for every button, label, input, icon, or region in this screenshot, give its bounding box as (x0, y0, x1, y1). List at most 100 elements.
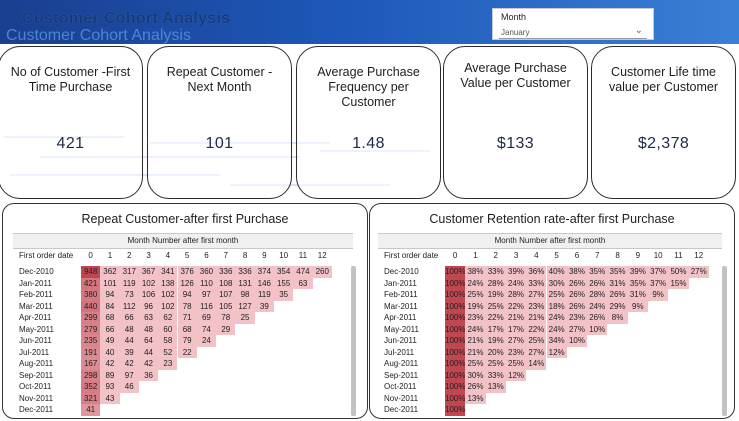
row-header-label[interactable]: First order date (384, 251, 439, 260)
matrix-cell: 35% (587, 266, 608, 278)
matrix-cell (648, 393, 668, 405)
matrix-cell: 24% (465, 323, 486, 335)
matrix-cell: 24% (546, 312, 567, 324)
cohort-label: Dec-2010 (19, 267, 54, 276)
matrix-cell: 36 (138, 369, 159, 381)
matrix-cell: 24% (587, 300, 608, 312)
cohort-label: Oct-2011 (384, 382, 417, 391)
month-slicer-value[interactable]: January (501, 28, 530, 37)
matrix-cell (648, 404, 668, 416)
matrix-cell: 100% (445, 358, 466, 370)
matrix-cell (197, 358, 216, 370)
matrix-cell (567, 404, 587, 416)
matrix-cell (274, 404, 293, 416)
matrix-cell (648, 381, 668, 393)
matrix-cell: 97 (196, 289, 217, 301)
matrix-cell: 94 (177, 289, 197, 301)
table-row: Nov-2011 100% 13% (384, 392, 720, 405)
month-slicer[interactable]: Month January ⌄ (492, 8, 654, 40)
kpi-card-purchase-value: Average Purchase Value per Customer $133 (443, 46, 588, 199)
table-row: Jun-2011 235 49 44 64 58 79 24 (19, 335, 349, 347)
matrix-cell: 71 (177, 312, 197, 324)
chevron-down-icon[interactable]: ⌄ (634, 25, 643, 36)
row-header-label[interactable]: First order date (19, 251, 74, 260)
matrix-cell (216, 404, 235, 416)
column-number: 7 (595, 251, 600, 260)
table-row: Dec-2011 41 (19, 404, 349, 416)
matrix-cell (139, 404, 158, 416)
matrix-cell: 25% (546, 289, 567, 301)
column-number: 10 (279, 251, 289, 260)
matrix-cell: 39% (627, 266, 648, 278)
matrix-cell: 25% (526, 335, 547, 347)
matrix-cell: 102 (138, 277, 159, 289)
matrix-cell: 21% (465, 346, 486, 358)
matrix-cell: 15% (668, 277, 689, 289)
matrix-cell (526, 370, 546, 382)
cohort-label: Jan-2011 (19, 278, 52, 288)
matrix-cell (607, 358, 627, 370)
matrix-cell (607, 324, 627, 336)
kpi-title: No of Customer -First Time Purchase (10, 65, 131, 94)
vertical-scrollbar[interactable] (351, 266, 356, 416)
matrix-cell: 100% (445, 381, 466, 393)
column-number: 12 (317, 251, 327, 260)
matrix-cell: 21% (465, 335, 486, 347)
matrix-cell (235, 358, 254, 370)
table-row: Aug-2011 167 42 42 42 23 (19, 358, 349, 370)
table-row: Apr-2011 299 68 66 63 62 71 69 78 25 (19, 312, 349, 324)
matrix-cell: 26% (587, 277, 608, 289)
matrix-cell (465, 404, 485, 416)
matrix-cell (274, 324, 293, 336)
matrix-cell (689, 335, 709, 347)
matrix-cell (648, 301, 668, 313)
matrix-cell: 100% (445, 323, 466, 335)
cohort-label: Nov-2011 (384, 393, 419, 403)
column-header-banner: Month Number after first month (13, 233, 353, 249)
table-row: Oct-2011 100% 26% 13% (384, 381, 720, 393)
cohort-label: Oct-2011 (19, 382, 52, 391)
matrix-cell (255, 358, 274, 370)
matrix-cell (255, 335, 274, 347)
matrix-cell (293, 404, 312, 416)
matrix-cell (197, 370, 216, 382)
matrix-cell (313, 381, 332, 393)
matrix-cell: 27% (566, 323, 588, 335)
matrix-cell (628, 393, 648, 405)
column-number: 5 (184, 251, 190, 260)
matrix-cell (648, 335, 668, 347)
kpi-value: 421 (56, 135, 85, 152)
matrix-cell: 27% (505, 335, 527, 347)
matrix-cell: 40 (100, 346, 120, 358)
cohort-label: Mar-2011 (384, 301, 418, 311)
vertical-scrollbar[interactable] (722, 266, 727, 416)
slicer-underline (499, 38, 647, 39)
matrix-cell: 108 (216, 277, 236, 289)
matrix-cell: 30% (465, 369, 486, 381)
panel-title: Customer Retention rate-after first Purc… (429, 212, 675, 226)
matrix-cell (197, 393, 216, 405)
matrix-cell: 73 (119, 289, 139, 301)
matrix-cell: 13% (485, 381, 506, 393)
matrix-cell (216, 347, 235, 359)
matrix-cell: 23% (526, 300, 547, 312)
kpi-value: 101 (205, 135, 234, 152)
matrix-cell: 66 (119, 312, 139, 324)
dashboard-title: Customer Cohort Analysis (22, 10, 231, 27)
matrix-cell: 98 (235, 289, 255, 301)
matrix-cell: 25% (485, 300, 506, 312)
column-number: 10 (653, 251, 663, 260)
matrix-cell: 37% (648, 277, 669, 289)
column-number: 4 (165, 251, 171, 260)
matrix-cell (607, 393, 627, 405)
matrix-cell (120, 393, 139, 405)
matrix-cell (274, 312, 293, 324)
table-row: Apr-2011 100% 23% 22% 21% 21% 24% 23% 26% 8% (384, 312, 720, 324)
matrix-cell: 68 (177, 323, 197, 335)
matrix-cell (668, 301, 688, 313)
matrix-cell (668, 358, 688, 370)
matrix-cell: 44 (138, 346, 159, 358)
matrix-cell (293, 324, 312, 336)
matrix-cell: 38% (566, 266, 588, 278)
matrix-cell: 421 (81, 277, 101, 289)
